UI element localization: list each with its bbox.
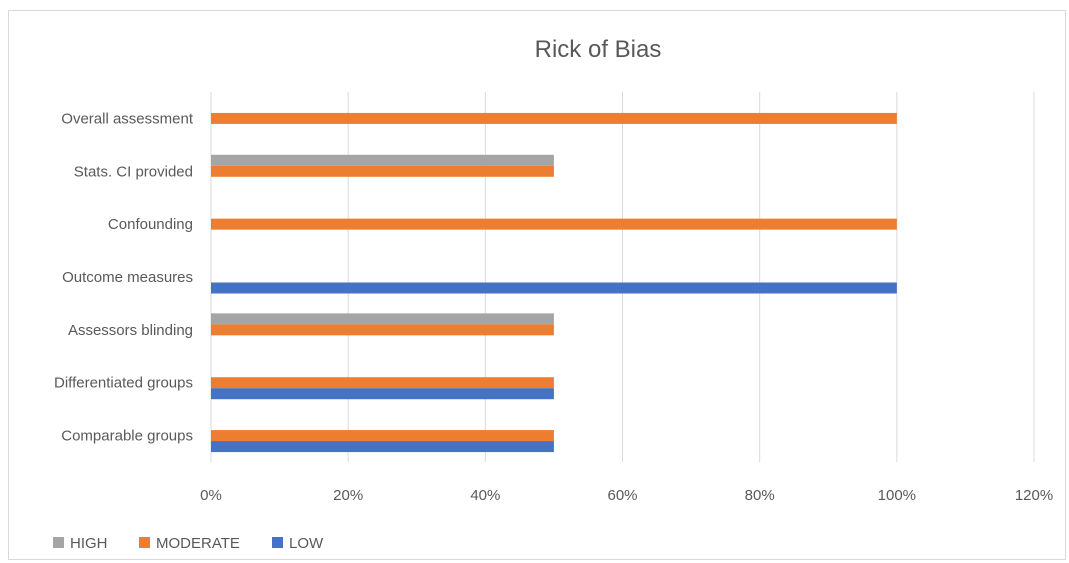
legend-label-low: LOW — [289, 535, 324, 552]
bar-low — [211, 388, 554, 400]
category-label: Outcome measures — [62, 269, 193, 286]
x-tick-label: 20% — [333, 487, 363, 504]
legend-label-moderate: MODERATE — [156, 535, 240, 552]
bar-moderate — [211, 218, 897, 230]
bar-moderate — [211, 112, 897, 124]
category-label: Comparable groups — [61, 428, 193, 445]
legend-swatch-high — [53, 537, 64, 548]
x-tick-label: 120% — [1015, 487, 1053, 504]
x-axis-ticks: 0% 20% 40% 60% 80% 100% 120% — [200, 487, 1053, 504]
category-label: Overall assessment — [61, 110, 194, 127]
x-tick-label: 100% — [878, 487, 916, 504]
bar-moderate — [211, 430, 554, 442]
bar-high — [211, 313, 554, 325]
gridlines — [210, 92, 1035, 462]
bar-moderate — [211, 165, 554, 177]
category-label: Stats. CI provided — [74, 163, 193, 180]
category-label: Confounding — [108, 216, 193, 233]
bars — [211, 112, 897, 453]
bar-moderate — [211, 324, 554, 336]
bar-moderate — [211, 377, 554, 389]
chart-title: Rick of Bias — [535, 36, 662, 63]
x-tick-label: 60% — [607, 487, 637, 504]
y-axis-categories: Overall assessment Stats. CI provided Conf… — [54, 110, 194, 444]
legend-label-high: HIGH — [70, 535, 108, 552]
category-label: Assessors blinding — [68, 322, 193, 339]
x-tick-label: 80% — [745, 487, 775, 504]
x-tick-label: 0% — [200, 487, 222, 504]
category-label: Differentiated groups — [54, 375, 193, 392]
bar-high — [211, 154, 554, 166]
x-tick-label: 40% — [470, 487, 500, 504]
legend-swatch-low — [272, 537, 283, 548]
bar-low — [211, 441, 554, 453]
legend-swatch-moderate — [139, 537, 150, 548]
legend: HIGH MODERATE LOW — [53, 535, 324, 552]
bar-low — [211, 282, 897, 294]
